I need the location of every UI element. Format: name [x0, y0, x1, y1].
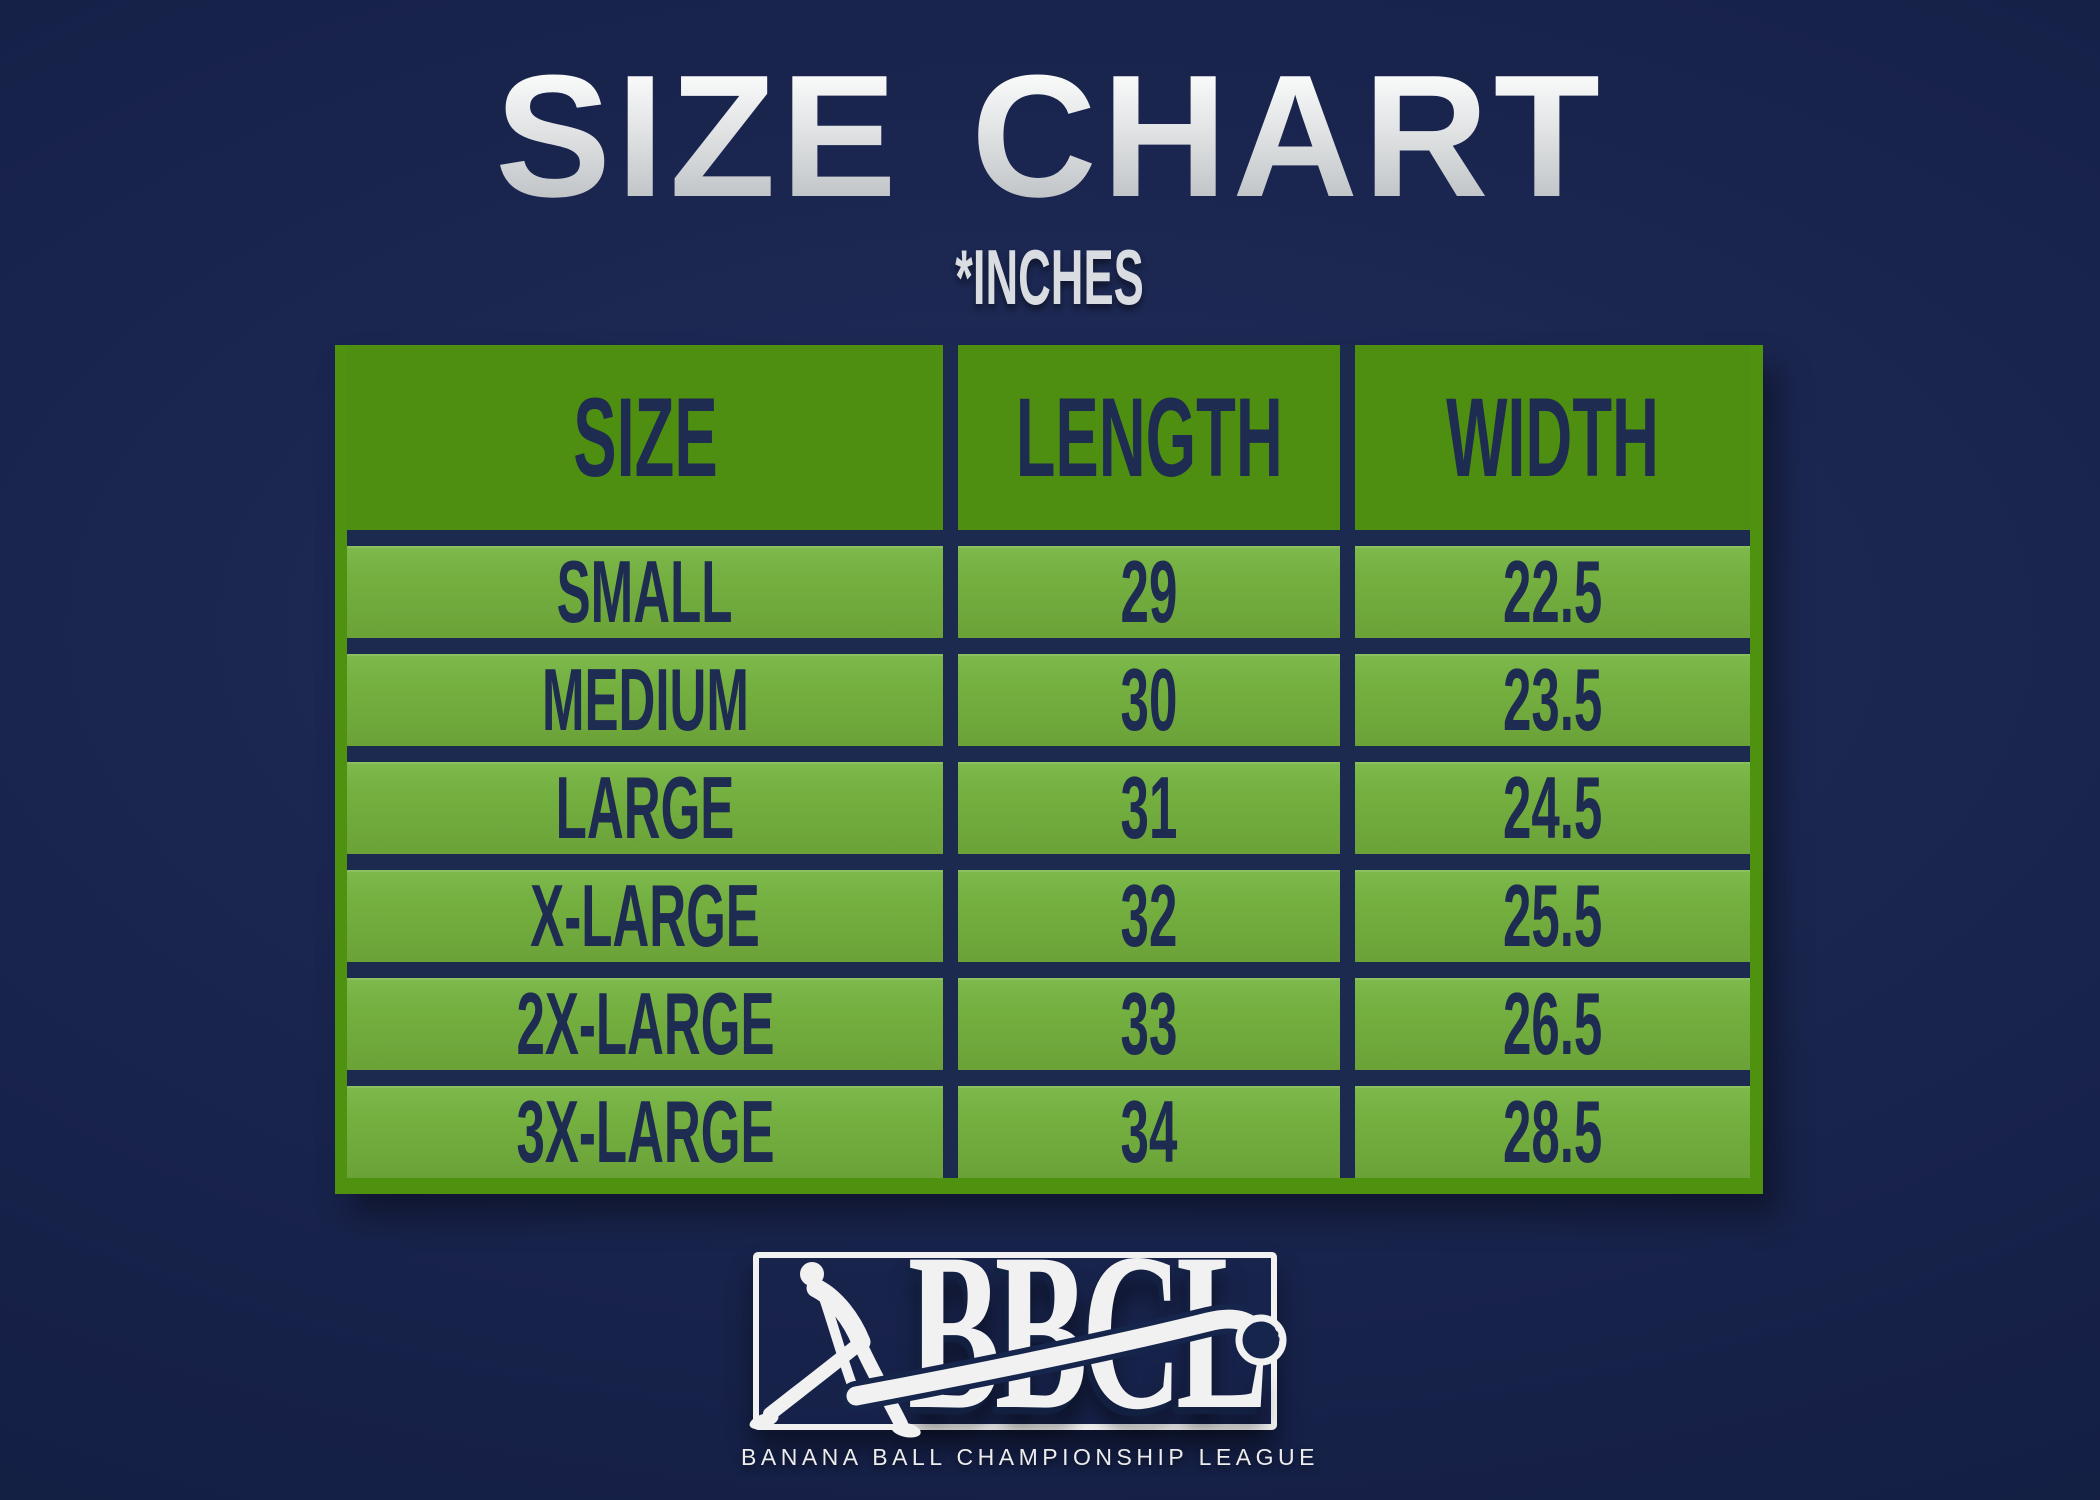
baseball-icon [1235, 1314, 1287, 1366]
page-title-text: SIZE CHART [495, 40, 1605, 232]
column-header-label: SIZE [572, 375, 718, 500]
size-cell: SMALL [347, 542, 943, 641]
size-table: SIZE LENGTH WIDTH SMALL 29 22.5 MEDIUM 30 23.… [335, 345, 1763, 1194]
width-cell: 23.5 [1355, 650, 1750, 749]
size-cell: X-LARGE [347, 866, 943, 965]
units-note: *INCHES [0, 238, 2100, 316]
units-note-text: *INCHES [955, 233, 1145, 321]
length-cell-text: 33 [1120, 974, 1178, 1073]
length-cell-text: 32 [1120, 866, 1178, 965]
width-cell-text: 26.5 [1502, 974, 1603, 1073]
length-cell: 32 [958, 866, 1340, 965]
length-cell: 31 [958, 758, 1340, 857]
size-cell-text: X-LARGE [530, 866, 760, 965]
logo-artwork [749, 1262, 1287, 1438]
width-cell-text: 23.5 [1502, 650, 1603, 749]
length-cell-text: 31 [1120, 758, 1178, 857]
size-cell: 2X-LARGE [347, 974, 943, 1073]
width-cell-text: 24.5 [1502, 758, 1603, 857]
size-cell: 3X-LARGE [347, 1082, 943, 1181]
baseball-pitcher-icon [749, 1262, 921, 1438]
width-cell: 28.5 [1355, 1082, 1750, 1181]
size-cell-text: MEDIUM [541, 650, 749, 749]
length-cell: 34 [958, 1082, 1340, 1181]
width-cell: 26.5 [1355, 974, 1750, 1073]
column-header-label: WIDTH [1446, 375, 1659, 500]
width-cell-text: 28.5 [1502, 1082, 1603, 1181]
swoosh-line [841, 1304, 1274, 1411]
length-cell-text: 30 [1120, 650, 1178, 749]
width-cell: 22.5 [1355, 542, 1750, 641]
length-cell-text: 34 [1120, 1082, 1178, 1181]
width-cell-text: 22.5 [1502, 542, 1603, 641]
size-cell-text: LARGE [555, 758, 735, 857]
size-cell: LARGE [347, 758, 943, 857]
width-cell: 24.5 [1355, 758, 1750, 857]
column-header-width: WIDTH [1355, 345, 1750, 530]
column-header-label: LENGTH [1015, 375, 1283, 500]
size-cell-text: 2X-LARGE [515, 974, 775, 1073]
length-cell-text: 29 [1120, 542, 1178, 641]
column-header-length: LENGTH [958, 345, 1340, 530]
length-cell: 33 [958, 974, 1340, 1073]
bbcl-logo: BBCL [740, 1218, 1320, 1493]
size-cell-text: SMALL [557, 542, 733, 641]
length-cell: 30 [958, 650, 1340, 749]
length-cell: 29 [958, 542, 1340, 641]
logo-tagline: BANANA BALL CHAMPIONSHIP LEAGUE [741, 1444, 1319, 1470]
width-cell-text: 25.5 [1502, 866, 1603, 965]
size-cell-text: 3X-LARGE [515, 1082, 775, 1181]
size-table-grid: SIZE LENGTH WIDTH SMALL 29 22.5 MEDIUM 30 23.… [347, 345, 1750, 1181]
width-cell: 25.5 [1355, 866, 1750, 965]
page-title: SIZE CHART [0, 40, 2100, 232]
size-cell: MEDIUM [347, 650, 943, 749]
column-header-size: SIZE [347, 345, 943, 530]
